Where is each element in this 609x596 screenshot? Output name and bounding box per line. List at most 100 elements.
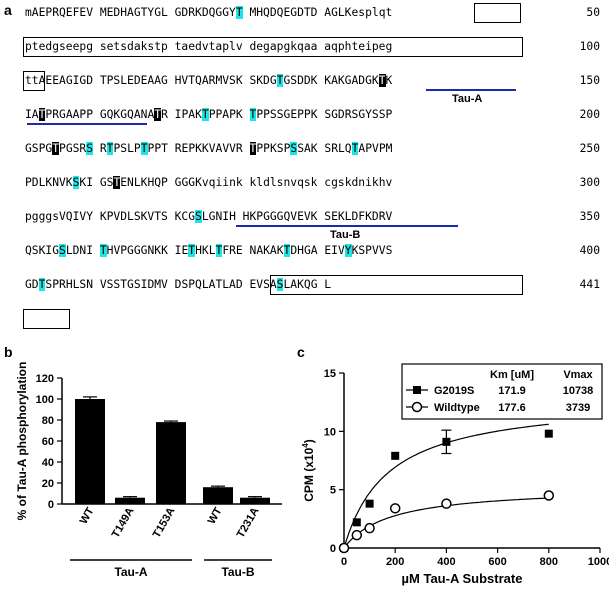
tau-b-underline xyxy=(236,225,458,227)
sequence-segment: PRGAAPP GQKGQANA xyxy=(45,108,155,121)
legend-km-value: 177.6 xyxy=(498,402,526,414)
sequence-segment: GSPG xyxy=(25,142,53,155)
sequence-segment: MHQDQEGDTD AGLK xyxy=(242,6,352,19)
data-point-circle xyxy=(364,522,375,534)
sequence-segment: SAK SRLQ xyxy=(297,142,352,155)
sequence-segment: PPAPK xyxy=(208,108,250,121)
sequence-line: GDTSPRHLSN VSSTGSIDMV DSPQLATLAD EVSASLA… xyxy=(25,278,331,292)
y-tick-label: 20 xyxy=(42,478,54,490)
phospho-site-highlight: T xyxy=(276,74,284,87)
bar xyxy=(75,399,105,504)
sequence-segment: GD xyxy=(25,278,39,291)
phospho-site-highlight: S xyxy=(195,210,202,223)
phospho-site-mutated: T xyxy=(52,142,60,155)
tau-a-label: Tau-A xyxy=(452,93,483,105)
y-tick-label: 40 xyxy=(42,457,54,469)
sequence-line: mAEPRQEFEV MEDHAGTYGL GDRKDQGGYT MHQDQEG… xyxy=(25,6,392,20)
legend-header-km: Km [uM] xyxy=(490,369,534,381)
sequence-segment: pgggsVQIVY KPVDLSKVTS KCG xyxy=(25,210,196,223)
x-tick-label: 400 xyxy=(437,556,455,568)
sequence-segment: APVPM xyxy=(358,142,393,155)
data-point-square xyxy=(442,437,451,446)
residue-number: 300 xyxy=(579,176,600,189)
category-label: T149A xyxy=(110,505,137,540)
sequence-line: pgggsVQIVY KPVDLSKVTS KCGSLGNIH HKPGGGQV… xyxy=(25,210,392,224)
data-point-square xyxy=(391,451,400,460)
domain-box xyxy=(270,275,523,295)
sequence-segment: GSDDK KAKGADGK xyxy=(283,74,379,87)
sequence-segment: mAEPRQEFEV MEDHAGTYGL GDRKDQGGY xyxy=(25,6,236,19)
sequence-segment: LGNIH HKPGGGQVEVK SEKLDFKDRV xyxy=(201,210,393,223)
y-axis-label: CPM (x104) xyxy=(301,439,316,501)
sequence-segment: IA xyxy=(25,108,39,121)
legend-marker-square xyxy=(413,386,421,394)
sequence-segment: LAKQG L xyxy=(283,278,332,291)
bar xyxy=(115,497,145,504)
residue-number: 250 xyxy=(579,142,600,155)
sequence-line: ttAEEAGIGD TPSLEDEAAG HVTQARMVSK SKDGTGS… xyxy=(25,74,392,88)
sequence-segment: PPKSP xyxy=(256,142,291,155)
bar xyxy=(203,487,233,504)
legend-vmax-value: 3739 xyxy=(566,402,590,414)
phospho-site-highlight: S xyxy=(276,278,284,291)
phospho-site-highlight: T xyxy=(215,244,223,257)
y-tick-label: 10 xyxy=(324,426,336,438)
sequence-line: GSPGTPGSRS RTPSLPTPPT REPKKVAVVR TPPKSPS… xyxy=(25,142,392,156)
sequence-segment: HVPGGGNKK IE xyxy=(106,244,189,257)
sequence-segment: PDLKNVK xyxy=(25,176,73,189)
phospho-site-mutated: T xyxy=(378,74,386,87)
y-tick-label: 5 xyxy=(330,485,336,497)
y-axis-label-main: CPM (x10 xyxy=(302,447,316,501)
panel-a-letter: a xyxy=(4,2,12,18)
sequence-segment: PPT REPKKVAVVR xyxy=(147,142,250,155)
phospho-site-highlight: T xyxy=(188,244,196,257)
domain-box xyxy=(474,3,521,23)
phospho-site-highlight: T xyxy=(99,244,107,257)
x-tick-label: 1000 xyxy=(588,556,609,568)
residue-number: 150 xyxy=(579,74,600,87)
sequence-segment: HKL xyxy=(195,244,216,257)
panel-b-letter: b xyxy=(4,344,13,360)
bar xyxy=(156,422,186,504)
x-tick-label: 0 xyxy=(341,556,347,568)
sequence-segment: R xyxy=(93,142,107,155)
group-label: Tau-B xyxy=(221,565,254,579)
sequence-segment: DHGA EIV xyxy=(290,244,345,257)
sequence-line: QSKIGSLDNI THVPGGGNKK IETHKLTFRE NAKAKTD… xyxy=(25,244,392,258)
domain-box xyxy=(23,37,523,57)
sequence-segment: PGSR xyxy=(59,142,87,155)
phospho-site-highlight: S xyxy=(72,176,80,189)
phospho-site-highlight: T xyxy=(38,278,46,291)
bar xyxy=(240,497,270,504)
y-axis-label-sup: 4 xyxy=(301,443,310,448)
tau-a-underline xyxy=(27,123,147,125)
legend-series-name: Wildtype xyxy=(434,402,480,414)
phospho-site-highlight: T xyxy=(249,108,257,121)
sequence-segment: PPSSGEPPK SGDRSGYSSP xyxy=(256,108,393,121)
data-point-circle xyxy=(441,498,452,509)
tau-a-underline xyxy=(426,89,516,91)
residue-number: 400 xyxy=(579,244,600,257)
domain-box xyxy=(23,71,45,91)
category-label: WT xyxy=(206,505,225,526)
phospho-site-highlight: T xyxy=(140,142,148,155)
y-axis-label-end: ) xyxy=(302,439,316,443)
legend-header-vmax: Vmax xyxy=(563,369,593,381)
legend-km-value: 171.9 xyxy=(498,385,526,397)
x-tick-label: 200 xyxy=(386,556,404,568)
sequence-segment: ENLKHQP GGGKvqiink kldlsnvqsk cgskdnikhv xyxy=(120,176,393,189)
kinetics-chart: 0 5 10 15 0 200 400 600 800 1000 µM Tau-A Substrat… xyxy=(301,363,609,586)
residue-number: 200 xyxy=(579,108,600,121)
phospho-site-highlight: S xyxy=(86,142,94,155)
y-tick-label: 0 xyxy=(48,499,54,511)
residue-number: 50 xyxy=(586,6,600,19)
data-point-square xyxy=(544,429,553,438)
phospho-site-highlight: T xyxy=(106,142,114,155)
group-label: Tau-A xyxy=(114,565,147,579)
tau-b-label: Tau-B xyxy=(330,229,361,241)
sequence-segment: QSKIG xyxy=(25,244,60,257)
sequence-segment: AEEAGIGD TPSLEDEAAG HVTQARMVSK SKDG xyxy=(38,74,277,87)
y-tick-label: 15 xyxy=(324,368,336,380)
phospho-site-mutated: T xyxy=(38,108,46,121)
phospho-site-highlight: T xyxy=(283,244,291,257)
